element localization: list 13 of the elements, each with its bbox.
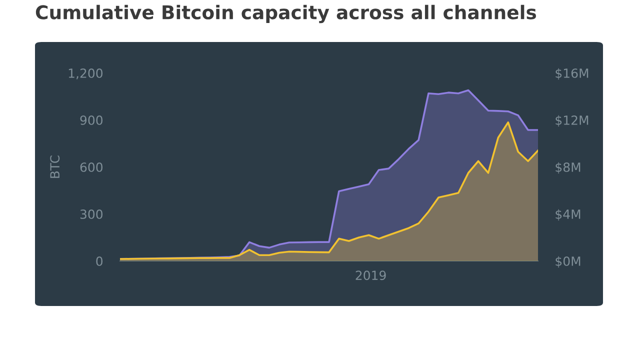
text: 2019: [356, 270, 386, 280]
y2-tick-label: $16M: [556, 68, 588, 80]
y-tick-label: 0: [96, 256, 103, 266]
y-tick-label: 300: [80, 209, 103, 219]
y2-tick-label: $12M: [556, 115, 588, 127]
y-tick-label: 600: [80, 162, 103, 172]
y-axis-title: BTC: [50, 156, 60, 178]
chart-title: Cumulative Bitcoin capacity across all channels: [36, 4, 536, 24]
y-tick-label: 1,200: [68, 68, 103, 80]
y2-tick-label: $4M: [556, 209, 580, 221]
y2-tick-label: $0M: [556, 256, 580, 268]
y2-tick-label: $8M: [556, 162, 580, 174]
y-tick-label: 900: [80, 115, 103, 125]
